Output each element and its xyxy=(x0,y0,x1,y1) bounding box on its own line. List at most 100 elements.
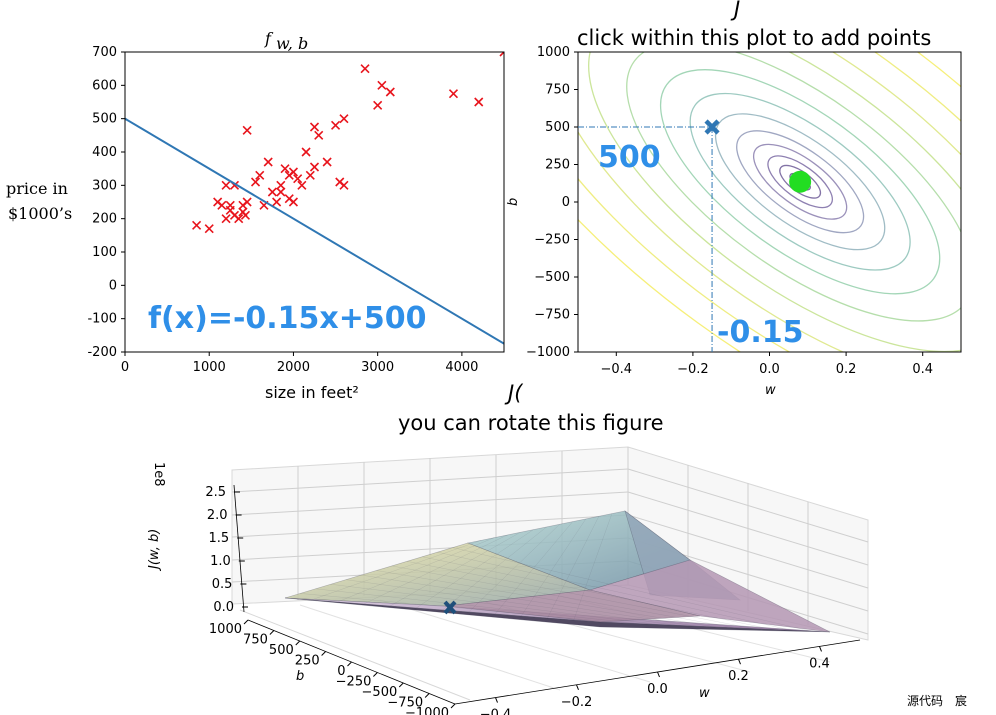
scatter-y-label-line1: price in xyxy=(6,179,68,198)
b-tick-label: −1000 xyxy=(405,706,449,715)
w-tick-mark xyxy=(657,671,660,678)
data-point-marker xyxy=(276,180,286,190)
selected-point-marker xyxy=(704,119,720,135)
w-tick-mark xyxy=(495,697,498,703)
b-tick-mark xyxy=(243,619,249,625)
b-tick-mark xyxy=(295,640,301,646)
data-point-marker xyxy=(448,89,459,99)
data-point-marker xyxy=(474,97,484,107)
contour-y-tick-label: 250 xyxy=(545,158,570,173)
scatter-x-tick-label: 3000 xyxy=(361,360,394,375)
b-tick-label: 1000 xyxy=(209,622,242,637)
data-point-marker xyxy=(240,210,251,220)
b-tick-mark xyxy=(373,672,378,677)
mesh-line xyxy=(494,521,573,615)
w-axis-label: w xyxy=(699,686,710,701)
w-tick-label: 0.4 xyxy=(809,656,830,671)
z-tick-label: 0.0 xyxy=(213,600,234,615)
data-point-marker xyxy=(373,100,383,110)
w-tick-label: −0.2 xyxy=(561,695,593,710)
data-point-marker xyxy=(330,120,341,130)
data-point-marker xyxy=(217,200,227,210)
scatter-y-tick-label: -200 xyxy=(87,345,117,360)
contour-y-tick-label: 750 xyxy=(545,83,570,98)
contour-x-tick-label: 0.0 xyxy=(759,362,780,377)
cost-surface[interactable] xyxy=(284,510,831,633)
b-tick-label: −250 xyxy=(336,675,372,690)
mesh-line xyxy=(547,516,600,619)
data-point-marker xyxy=(309,122,320,132)
mesh-line xyxy=(330,584,658,625)
mesh-line xyxy=(337,537,495,603)
data-point-marker xyxy=(204,224,214,234)
w-tick-mark xyxy=(819,646,822,652)
w-tick-mark xyxy=(738,659,741,665)
b-tick-mark xyxy=(269,630,275,635)
data-point-marker xyxy=(234,214,244,224)
mesh-line xyxy=(416,529,534,609)
mesh-line xyxy=(468,524,560,613)
scatter-y-tick-label: 200 xyxy=(92,212,117,227)
scatter-title-main: f xyxy=(264,29,274,48)
contour-line xyxy=(578,52,961,352)
data-point-marker xyxy=(305,170,315,180)
mesh-line xyxy=(437,551,792,631)
data-point-marker xyxy=(276,187,286,197)
mesh-line xyxy=(452,547,811,632)
contour-y-tick-label: −500 xyxy=(534,270,570,285)
data-point-marker xyxy=(288,197,299,207)
data-point-marker xyxy=(339,114,349,124)
w-tick-label: 0.2 xyxy=(728,669,749,684)
contour-y-tick-label: −750 xyxy=(534,308,570,323)
data-point-marker xyxy=(242,197,252,207)
contour-subtitle: click within this plot to add points xyxy=(577,26,931,50)
mesh-line xyxy=(391,565,735,629)
minimum-point xyxy=(789,170,812,193)
data-point-marker xyxy=(293,174,303,184)
contour-line xyxy=(736,130,865,234)
data-point-marker xyxy=(192,220,202,230)
contour-line xyxy=(588,52,961,352)
mesh-line xyxy=(315,588,639,624)
data-point-marker xyxy=(314,130,324,140)
z-tick-label: 1.0 xyxy=(210,554,231,569)
scatter-y-tick-label: 400 xyxy=(92,145,117,160)
data-point-marker xyxy=(255,170,265,180)
contour-line xyxy=(767,155,833,209)
data-point-marker xyxy=(221,180,231,190)
contour-line xyxy=(578,52,961,352)
z-axis xyxy=(233,484,245,613)
mesh-line xyxy=(406,561,754,629)
contour-chart[interactable]: J click within this plot to add points −… xyxy=(362,0,996,567)
contour-x-label: w xyxy=(765,383,776,398)
z-tick-label: 0.5 xyxy=(212,577,233,592)
data-point-marker xyxy=(309,162,320,172)
b-tick-label: 250 xyxy=(295,654,320,669)
contour-plot-area[interactable] xyxy=(577,51,962,353)
b-tick-label: −750 xyxy=(387,696,423,711)
mesh-line xyxy=(345,579,677,626)
scatter-x-tick-label: 2000 xyxy=(277,360,310,375)
z-tick-label: 1.5 xyxy=(209,531,230,546)
scatter-plot-area xyxy=(124,51,505,353)
data-point-marker xyxy=(322,157,332,167)
mesh-line xyxy=(311,540,482,601)
b-tick-label: 750 xyxy=(243,633,268,648)
mesh-line xyxy=(389,532,521,607)
contour-y-tick-label: −250 xyxy=(534,233,570,248)
scatter-y-tick-label: 300 xyxy=(92,178,117,193)
surface-title: you can rotate this figure xyxy=(398,411,664,435)
b-tick-mark xyxy=(398,682,404,688)
b-tick-label: 0 xyxy=(337,664,345,679)
z-axis-label: J(w, b) xyxy=(147,529,162,572)
data-point-marker xyxy=(272,197,282,207)
data-point-marker xyxy=(499,52,504,57)
surface-marker xyxy=(443,600,457,615)
surface-chart[interactable]: J( you can rotate this figure xyxy=(147,381,869,715)
b-tick-mark xyxy=(347,661,352,667)
contour-y-label: b xyxy=(506,198,521,206)
data-point-marker xyxy=(221,214,231,224)
mesh-line xyxy=(376,570,716,628)
contour-line xyxy=(689,92,911,271)
